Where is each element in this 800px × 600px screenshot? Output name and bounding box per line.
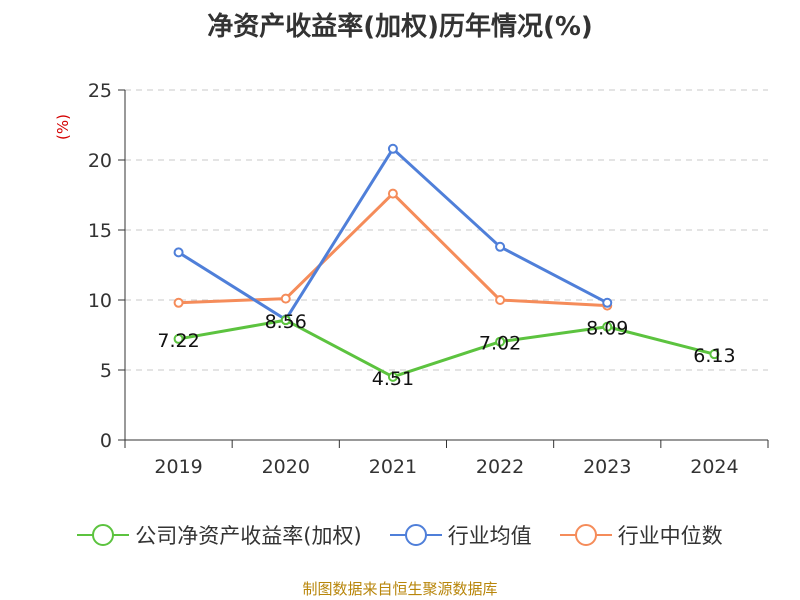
y-tick-label: 5 [100,360,112,382]
series-line-1 [177,147,608,322]
series-point-0 [173,333,184,344]
y-tick-label: 0 [100,430,112,452]
legend-item[interactable]: 行业中位数 [559,520,723,550]
chart-title: 净资产收益率(加权)历年情况(%) [207,12,593,42]
series-point-1 [173,247,184,258]
series-point-0 [280,315,291,326]
data-label: 7.02 [479,333,521,355]
data-label: 6.13 [693,345,735,367]
data-label: 8.09 [586,318,628,340]
x-tick-label: 2020 [262,456,310,478]
legend-swatch-icon [77,523,130,547]
legend: 公司净资产收益率(加权) 行业均值 行业中位数 [0,520,800,550]
data-labels: 7.22 8.56 4.51 7.02 8.09 6.13 [157,311,735,390]
axes: 0 5 10 15 20 25 2019 2020 2021 2022 2023 2024 (%) [54,80,769,478]
series-point-0 [709,349,720,360]
series-point-2 [387,188,398,199]
series-point-2 [280,293,291,304]
series-point-2 [173,297,184,308]
series-point-0 [495,336,506,347]
series-line-0 [178,318,715,379]
x-tick-label: 2021 [369,456,417,478]
y-tick-label: 10 [88,290,112,312]
legend-item[interactable]: 行业均值 [389,520,532,550]
x-tick-label: 2024 [690,456,738,478]
x-tick-label: 2023 [583,456,631,478]
source-note: 制图数据来自恒生聚源数据库 [302,580,498,598]
data-label: 4.51 [372,368,414,390]
data-label: 7.22 [157,330,199,352]
series-point-2 [495,295,506,305]
y-tick-label: 25 [88,80,112,102]
series-point-1 [495,241,506,252]
x-tick-label: 2019 [154,456,202,478]
legend-swatch-icon [559,523,612,547]
legend-label: 公司净资产收益率(加权) [135,524,362,548]
series-line-2 [178,192,608,308]
series-point-1 [387,143,398,154]
legend-label: 行业中位数 [617,524,723,548]
legend-swatch-icon [389,523,442,547]
series-point-0 [387,371,398,382]
data-label: 8.56 [265,311,307,333]
grid-lines [125,89,768,371]
series-lines [173,143,720,382]
y-tick-label: 15 [88,220,112,242]
y-tick-label: 20 [88,150,112,172]
series-point-0 [602,321,613,332]
y-axis-label: (%) [54,114,72,140]
legend-item[interactable]: 公司净资产收益率(加权) [77,520,362,550]
legend-label: 行业均值 [447,524,532,548]
x-tick-label: 2022 [476,456,524,478]
series-point-1 [602,297,613,308]
